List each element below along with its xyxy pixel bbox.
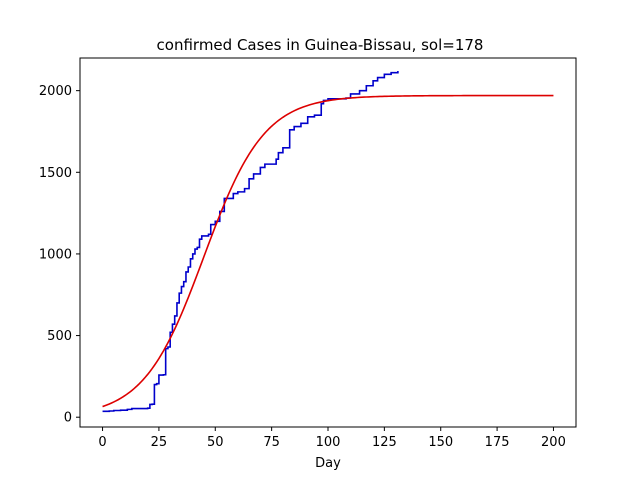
series-line-fitted-curve xyxy=(102,94,554,408)
x-tick-label: 175 xyxy=(485,435,510,450)
x-tick-label: 100 xyxy=(316,435,341,450)
y-tick-label: 1000 xyxy=(39,247,72,262)
x-tick-label: 0 xyxy=(98,435,106,450)
x-axis-label: Day xyxy=(315,456,341,471)
x-tick-label: 75 xyxy=(263,435,280,450)
x-tick-label: 150 xyxy=(428,435,453,450)
y-tick-label: 1500 xyxy=(39,166,72,181)
chart-title: confirmed Cases in Guinea-Bissau, sol=17… xyxy=(157,36,484,54)
y-axis: 0 500 1000 1500 2000 xyxy=(39,84,80,426)
y-tick-label: 500 xyxy=(47,329,72,344)
x-tick-label: 200 xyxy=(541,435,566,450)
y-tick-label: 0 xyxy=(64,411,72,426)
y-tick-label: 2000 xyxy=(39,84,72,99)
x-tick-label: 50 xyxy=(207,435,224,450)
x-axis: 0 25 50 75 100 125 150 175 200 xyxy=(98,427,566,450)
plot-area xyxy=(102,71,554,413)
x-tick-label: 25 xyxy=(151,435,168,450)
x-tick-label: 125 xyxy=(372,435,397,450)
